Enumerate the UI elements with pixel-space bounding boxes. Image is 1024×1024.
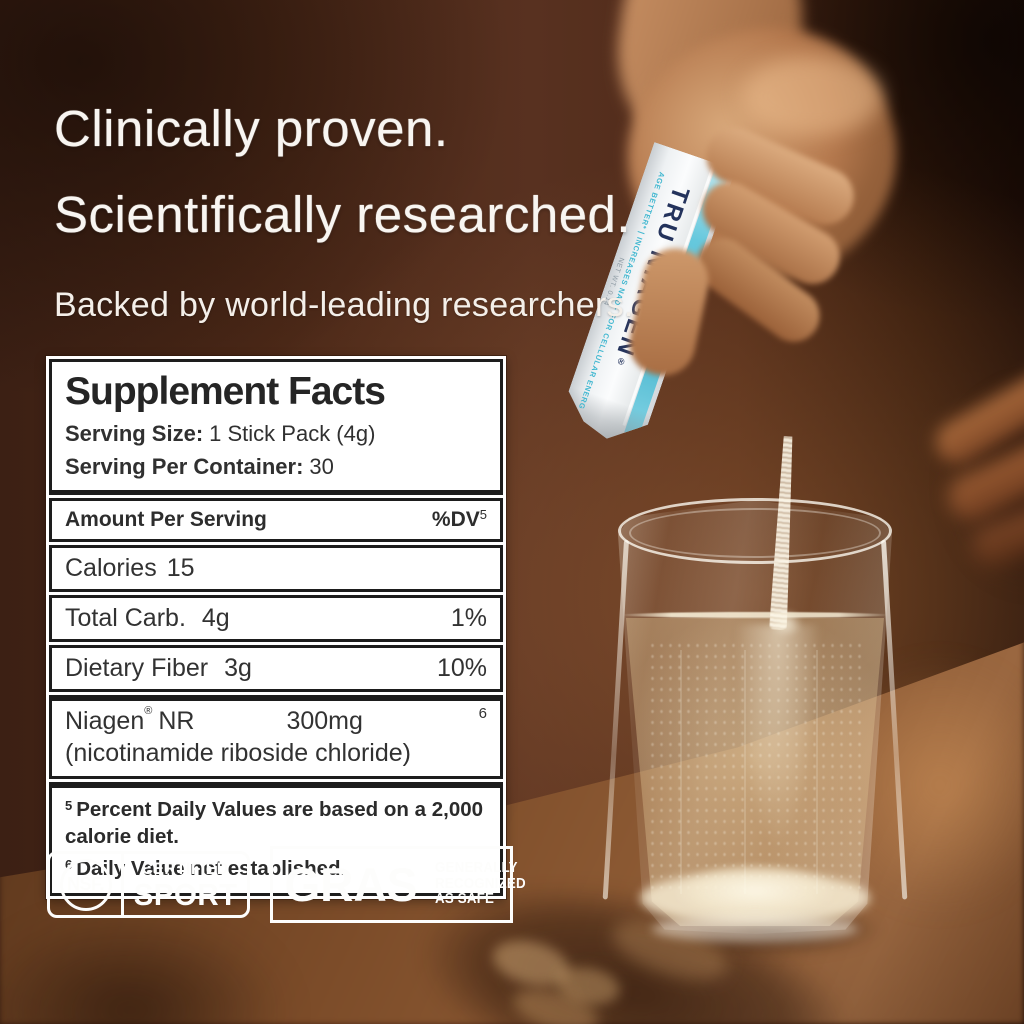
water-surface-line xyxy=(624,612,886,618)
amount-per-serving-label: Amount Per Serving xyxy=(65,508,267,531)
supplement-facts-panel: Supplement Facts Serving Size: 1 Stick Pa… xyxy=(46,356,506,899)
registered-mark: ® xyxy=(614,355,628,368)
headline-line-2: Scientifically researched. xyxy=(54,186,632,243)
dietary-fiber-row: Dietary Fiber 3g 10% xyxy=(49,645,503,692)
nsf-certified-sport-badge: NSF. CERTIFIED SPORT xyxy=(47,851,250,918)
gras-line-3: AS SAFE xyxy=(434,891,494,908)
supplement-facts-title: Supplement Facts xyxy=(65,370,386,413)
glass-facet xyxy=(816,650,818,894)
gras-acronym-label: GRAS xyxy=(284,858,418,911)
total-carb-row: Total Carb. 4g 1% xyxy=(49,595,503,642)
niagen-chemical-name: (nicotinamide riboside chloride) xyxy=(65,739,411,767)
nsf-sport-label: SPORT xyxy=(133,876,238,912)
gras-badge: GRAS GENERALLY RECOGNIZED AS SAFE xyxy=(270,846,525,923)
facts-header-section: Supplement Facts Serving Size: 1 Stick Pa… xyxy=(49,359,503,495)
headline-subline: Backed by world-leading researchers. xyxy=(54,286,634,324)
niagen-row: Niagen ® NR 300mg 6 (nicotinamide riboside… xyxy=(49,695,503,779)
calories-row: Calories 15 xyxy=(49,545,503,592)
gras-text-cell: GENERALLY RECOGNIZED AS SAFE xyxy=(434,860,534,908)
glass-base-glow xyxy=(652,916,858,942)
serving-size-line: Serving Size: 1 Stick Pack (4g) xyxy=(65,421,487,447)
settled-powder-core xyxy=(672,862,838,920)
nsf-certified-label: CERTIFIED xyxy=(142,858,229,878)
niagen-footnote-marker: 6 xyxy=(478,705,487,722)
niagen-amount-line: Niagen ® NR 300mg 6 xyxy=(65,705,487,735)
dissolving-powder-cloud xyxy=(736,624,820,890)
registered-mark: ® xyxy=(144,705,153,717)
amount-per-serving-header-row: Amount Per Serving %DV5 xyxy=(49,498,503,542)
gras-line-1: GENERALLY xyxy=(434,860,518,877)
nsf-circle-icon: NSF. xyxy=(59,858,112,911)
servings-per-container-line: Serving Per Container: 30 xyxy=(65,454,487,480)
headline-block: Clinically proven. Scientifically resear… xyxy=(54,86,634,325)
gras-line-2: RECOGNIZED xyxy=(434,875,526,892)
dv-footnote-marker: 5 xyxy=(479,507,487,522)
glass-facet xyxy=(744,650,746,894)
powder-splash xyxy=(766,606,806,640)
headline-line-1: Clinically proven. xyxy=(54,100,449,157)
glass-facet xyxy=(680,650,682,894)
serving-size-value: 1 Stick Pack (4g) xyxy=(209,421,376,446)
glass-rim-inner xyxy=(629,508,881,558)
serving-size-label: Serving Size: xyxy=(65,421,204,446)
servings-label: Serving Per Container: xyxy=(65,454,304,479)
knuckle-highlight xyxy=(742,56,882,136)
servings-value: 30 xyxy=(309,454,334,479)
nsf-text-cell: CERTIFIED SPORT xyxy=(124,854,247,915)
footnote-5: 5 Percent Daily Values are based on a 2,0… xyxy=(65,798,484,848)
glass-of-water xyxy=(602,498,908,942)
nsf-logo-cell: NSF. xyxy=(50,854,124,915)
percent-dv-label: %DV5 xyxy=(431,507,487,531)
